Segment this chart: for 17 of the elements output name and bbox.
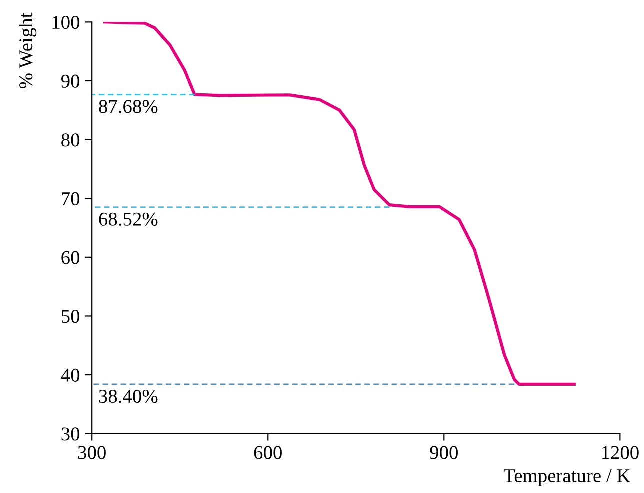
x-tick-label: 900 — [430, 446, 458, 460]
y-tick-label: 50 — [62, 310, 80, 324]
y-tick-label: 90 — [61, 74, 80, 88]
y-tick-label: 60 — [62, 251, 80, 264]
y-tick-label: 80 — [62, 134, 80, 147]
y-tick-label: 70 — [62, 192, 80, 206]
x-axis-title: Temperature / K — [504, 470, 631, 486]
x-tick-label: 1200 — [602, 446, 639, 460]
x-tick-label: 600 — [254, 446, 282, 460]
y-tick-label: 40 — [61, 368, 80, 382]
annotation: 68.52% — [99, 212, 158, 226]
y-axis-title: % Weight — [18, 12, 37, 89]
y-tick-label: 100 — [52, 16, 80, 30]
annotation: 38.40% — [99, 390, 158, 404]
y-tick-label: 30 — [62, 428, 80, 441]
annotation: 87.68% — [99, 100, 158, 114]
x-tick-label: 300 — [78, 446, 106, 460]
